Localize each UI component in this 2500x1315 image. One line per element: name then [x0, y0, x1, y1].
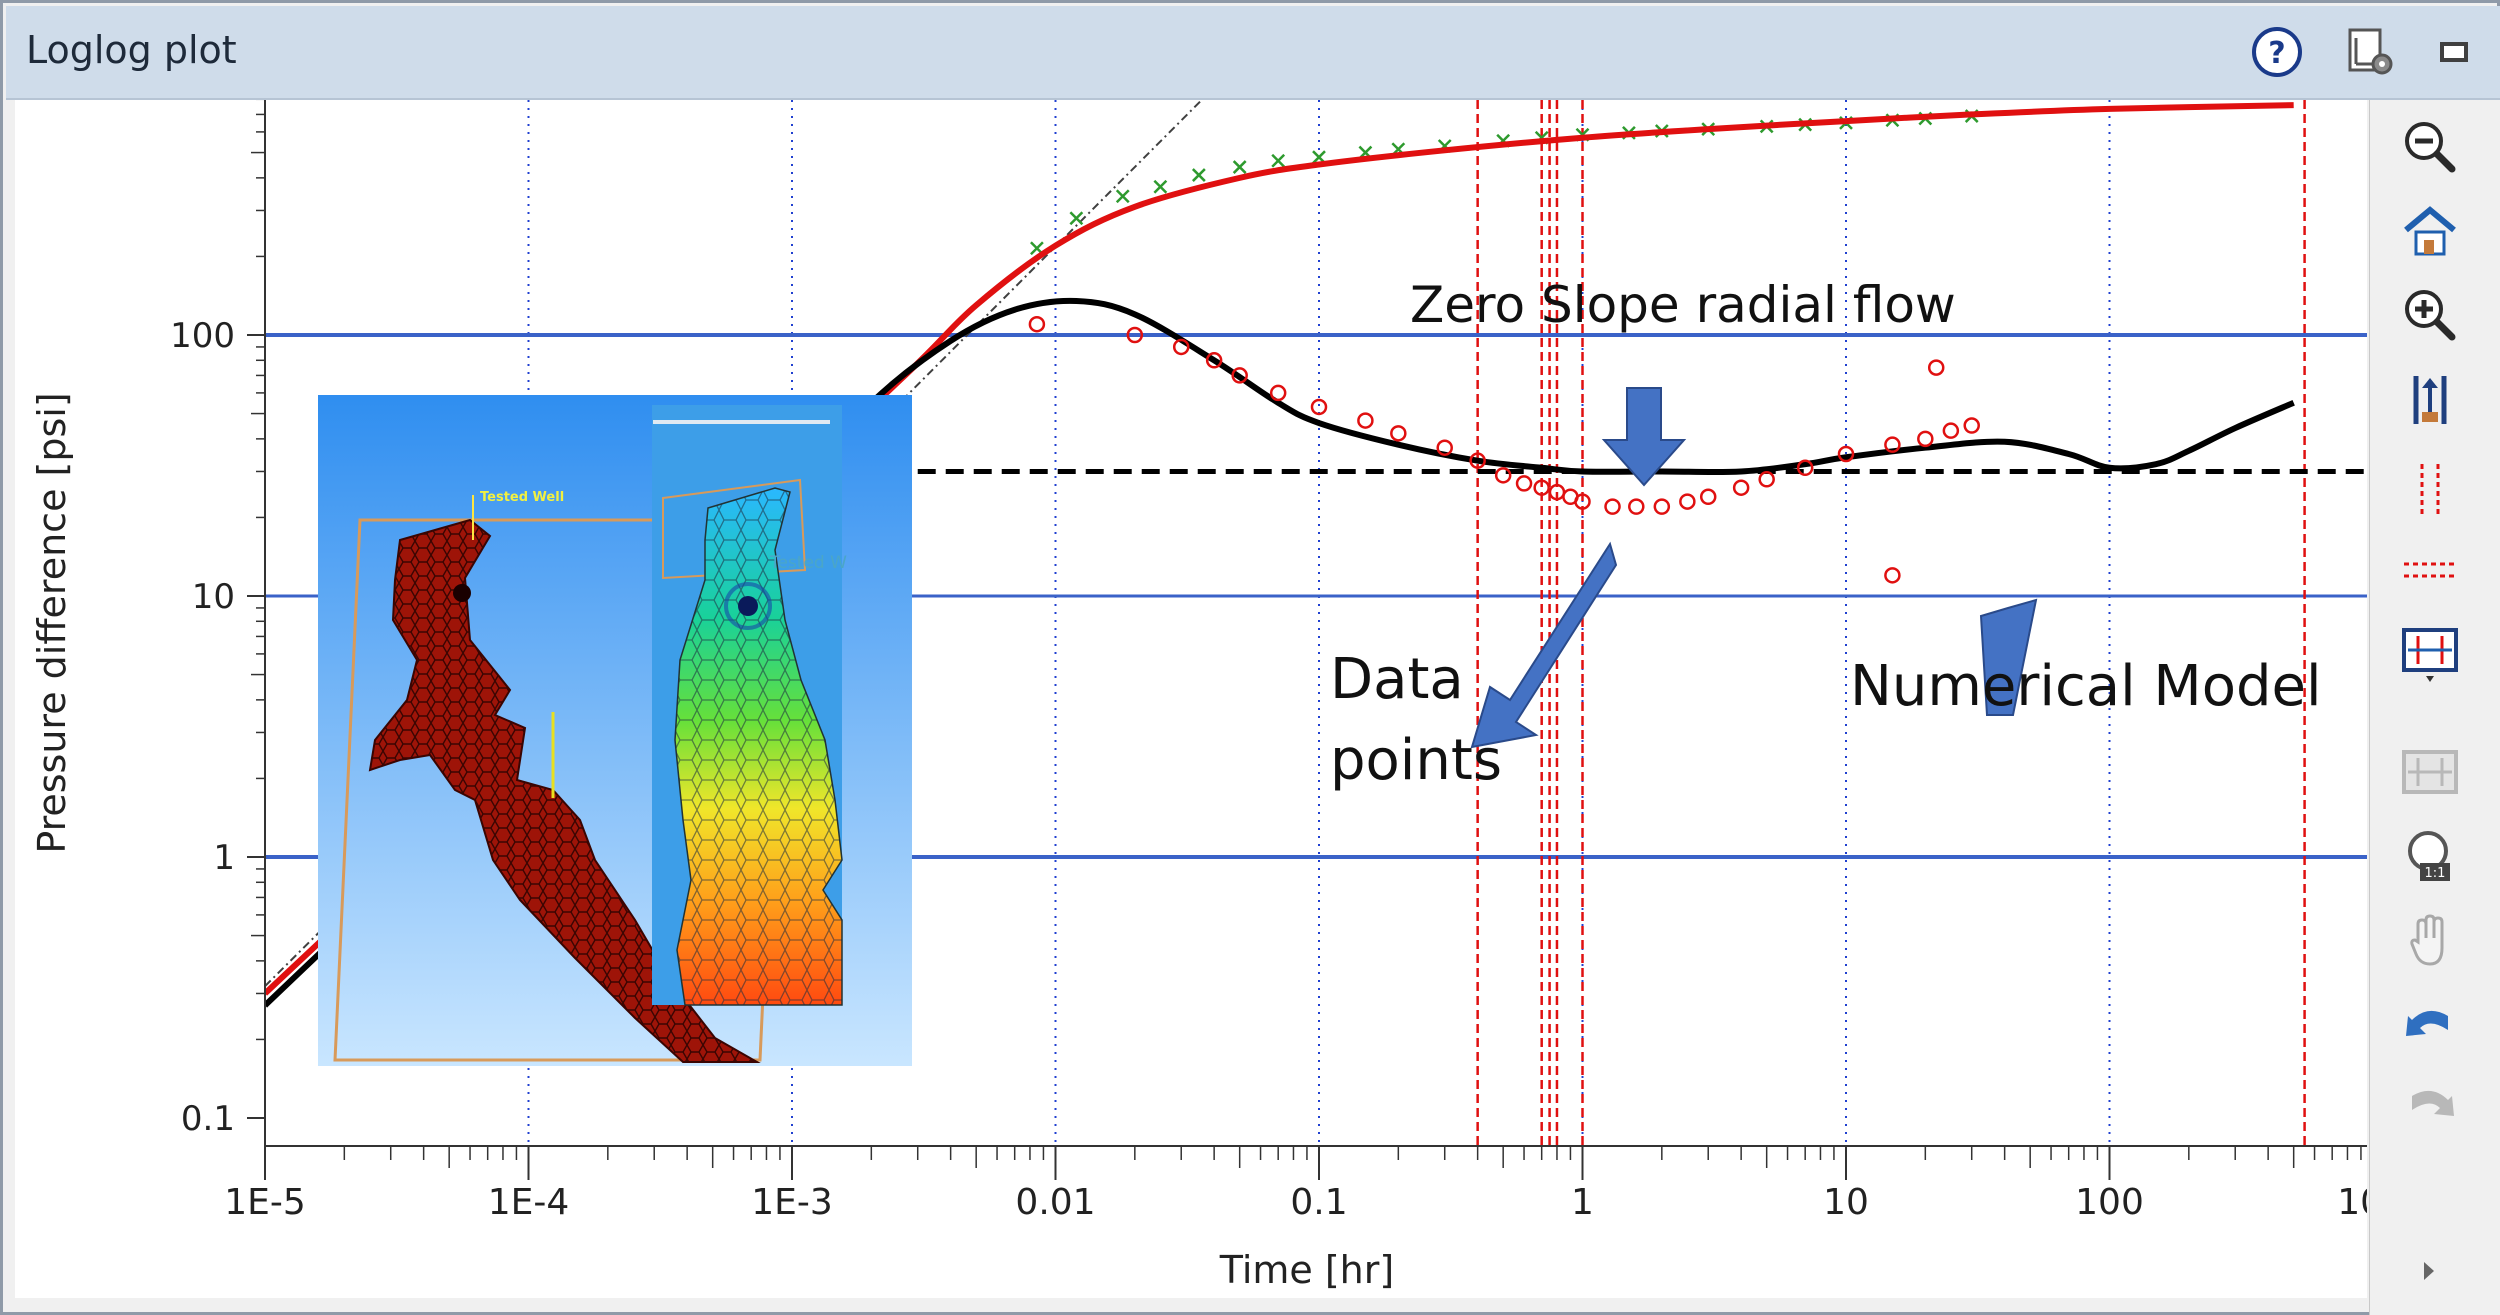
x-tick-label: 1E-5: [224, 1182, 306, 1223]
x-tick-label: 1E-3: [751, 1182, 833, 1223]
derivative-data-point: [1126, 326, 1144, 344]
plot-area[interactable]: Tested Well Tested W Zero Slope radial f…: [15, 100, 2367, 1298]
toolbar-expand-icon[interactable]: [2420, 1258, 2438, 1284]
derivative-data-point: [1357, 412, 1374, 429]
derivative-data-point: [1310, 398, 1328, 416]
zoom-out-icon[interactable]: [2398, 115, 2462, 179]
y-axis-title: Pressure difference [psi]: [30, 392, 74, 853]
zoom-reset-icon[interactable]: 1:1: [2398, 825, 2462, 889]
data-points-arrow: [1470, 541, 1618, 749]
derivative-data-point: [1533, 479, 1550, 496]
derivative-data-point: [1837, 445, 1855, 463]
tested-well-label: Tested Well: [480, 490, 564, 505]
zoom-in-icon[interactable]: [2398, 283, 2462, 347]
derivative-data-point: [1884, 567, 1901, 584]
pressure-data-point: [1232, 160, 1247, 174]
x-axis-title: Time [hr]: [1219, 1248, 1394, 1292]
undo-icon[interactable]: [2398, 990, 2462, 1054]
plot-toolbar: 1:1: [2369, 100, 2500, 1315]
line-selection-disabled-icon: [2402, 750, 2458, 794]
loglog-chart[interactable]: Tested Well Tested W Zero Slope radial f…: [15, 100, 2367, 1298]
window-title: Loglog plot: [26, 28, 237, 72]
redo-icon: [2412, 1090, 2454, 1116]
derivative-data-point: [1699, 488, 1717, 506]
y-tick-label: 100: [170, 316, 235, 356]
tested-well-label-small: Tested W: [769, 553, 847, 573]
numerical-model-arrow: [1979, 598, 2038, 716]
derivative-data-point: [1963, 417, 1980, 434]
annotation-data: Data: [1330, 647, 1464, 712]
derivative-data-point: [1574, 493, 1591, 510]
annotation-numerical-model: Numerical Model: [1850, 654, 2322, 719]
annotations: Zero Slope radial flow Data points Numer…: [1330, 276, 2322, 793]
y-tick-label: 10: [192, 577, 235, 617]
red-mesh-reservoir: [368, 518, 761, 1063]
derivative-data-point: [1679, 493, 1696, 510]
svg-text:1:1: 1:1: [2425, 866, 2446, 881]
derivative-data-point: [1604, 498, 1621, 515]
derivative-data-point: [1917, 430, 1934, 448]
derivative-data-point: [1942, 422, 1960, 439]
x-tick-label: 1000: [2337, 1182, 2367, 1223]
derivative-data-point: [1205, 352, 1223, 369]
y-tick-label: 1: [213, 838, 235, 878]
annotation-points: points: [1330, 728, 1502, 793]
x-tick-label: 100: [2075, 1182, 2144, 1223]
x-tick-label: 1: [1571, 1182, 1594, 1223]
vertical-lines-icon[interactable]: [2398, 458, 2462, 522]
help-icon[interactable]: ?: [2249, 24, 2305, 80]
home-view-icon[interactable]: [2398, 200, 2462, 264]
pressure-data-point: [1153, 179, 1168, 194]
pressure-data-point: [1271, 153, 1286, 168]
x-tick-label: 10: [1823, 1182, 1869, 1223]
y-tick-label: 0.1: [181, 1099, 235, 1139]
derivative-data-point: [1436, 439, 1453, 456]
axis-ticks: [247, 100, 2362, 1180]
derivative-data-point: [1269, 384, 1287, 402]
red-vertical-lines: [1476, 100, 2306, 1146]
plot-settings-icon[interactable]: [2342, 24, 2398, 80]
minimize-icon[interactable]: [2426, 24, 2482, 80]
pressure-data-point: [1191, 168, 1206, 182]
line-selection-icon[interactable]: [2398, 620, 2462, 684]
horizontal-lines-icon[interactable]: [2398, 538, 2462, 602]
pressure-data-point: [1115, 189, 1130, 204]
derivative-data-point: [1653, 498, 1671, 515]
derivative-data-point: [1028, 315, 1046, 333]
derivative-data-point: [1494, 467, 1512, 484]
derivative-data-point: [1231, 367, 1248, 384]
annotation-zero-slope: Zero Slope radial flow: [1410, 276, 1956, 334]
fit-y-icon[interactable]: [2398, 368, 2462, 432]
svg-text:?: ?: [2268, 36, 2285, 71]
x-tick-label: 0.1: [1290, 1182, 1347, 1223]
derivative-data-point: [1732, 479, 1750, 496]
pressure-data-point: [1069, 211, 1084, 226]
derivative-data-point: [1796, 459, 1814, 477]
x-tick-label: 0.01: [1015, 1182, 1095, 1223]
derivative-data-point: [1927, 359, 1945, 376]
derivative-data-point: [1390, 425, 1407, 442]
pan-hand-icon: [2410, 914, 2444, 966]
derivative-data-point: [1469, 452, 1486, 469]
derivative-data-point: [1758, 471, 1775, 488]
axes: [264, 100, 2367, 1147]
x-tick-label: 1E-4: [488, 1182, 570, 1223]
title-bar: Loglog plot ?: [6, 6, 2500, 100]
derivative-data-point: [1172, 338, 1190, 356]
mesh-model-inset-image: Tested Well Tested W: [318, 395, 912, 1066]
derivative-data-point: [1515, 475, 1533, 492]
axis-labels: 1E-51E-41E-30.010.111010010000.111010010…: [170, 316, 2367, 1223]
zero-slope-arrow: [1601, 387, 1687, 487]
derivative-data-point: [1628, 498, 1645, 515]
derivative-data-point: [1884, 436, 1901, 453]
